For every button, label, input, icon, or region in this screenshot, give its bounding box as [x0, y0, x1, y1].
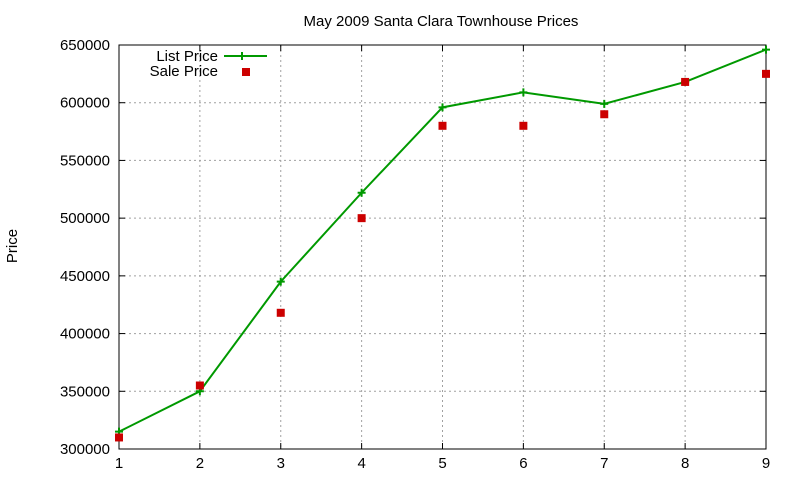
- list-price-point: [519, 88, 528, 97]
- x-tick-label: 6: [519, 455, 527, 472]
- x-tick-label: 4: [357, 455, 365, 472]
- list-price-point: [762, 45, 770, 54]
- x-tick-label: 9: [762, 455, 770, 472]
- legend-list-price-marker: [238, 52, 246, 60]
- sale-price-point: [357, 214, 366, 223]
- y-tick-label: 500000: [60, 210, 110, 227]
- series-layer: [115, 45, 770, 442]
- y-tick-label: 350000: [60, 383, 110, 400]
- sale-price-point: [519, 121, 528, 130]
- legend-list-price-label: List Price: [156, 48, 218, 65]
- list-price-point: [357, 188, 366, 197]
- x-tick-label: 1: [115, 455, 123, 472]
- sale-price-point: [115, 433, 123, 442]
- sale-price-point: [276, 308, 285, 317]
- list-price-point: [276, 277, 285, 286]
- x-tick-label: 7: [600, 455, 608, 472]
- x-tick-label: 2: [196, 455, 204, 472]
- sale-price-point: [438, 121, 447, 130]
- gridlines: [119, 45, 766, 449]
- sale-price-point: [195, 381, 204, 390]
- legend-sale-price-marker: [242, 68, 250, 76]
- y-tick-label: 650000: [60, 37, 110, 54]
- y-tick-label: 450000: [60, 268, 110, 285]
- sale-price-point: [600, 110, 609, 119]
- axis-ticks: 1 2 3 4 5 6 7 8 9 300000 350000 400000 450000 500000 5…: [60, 37, 770, 472]
- sale-price-point: [762, 69, 770, 78]
- legend: List Price Sale Price: [150, 48, 267, 80]
- chart-title: May 2009 Santa Clara Townhouse Prices: [304, 13, 579, 30]
- y-tick-label: 400000: [60, 326, 110, 343]
- list-price-point: [438, 103, 447, 112]
- y-axis-label: Price: [4, 229, 21, 263]
- x-tick-label: 5: [438, 455, 446, 472]
- list-price-point: [600, 99, 609, 108]
- y-tick-label: 550000: [60, 152, 110, 169]
- legend-sale-price-label: Sale Price: [150, 63, 218, 80]
- y-tick-label: 600000: [60, 95, 110, 112]
- x-tick-label: 3: [277, 455, 285, 472]
- y-tick-label: 300000: [60, 441, 110, 458]
- x-tick-label: 8: [681, 455, 689, 472]
- sale-price-point: [681, 77, 690, 86]
